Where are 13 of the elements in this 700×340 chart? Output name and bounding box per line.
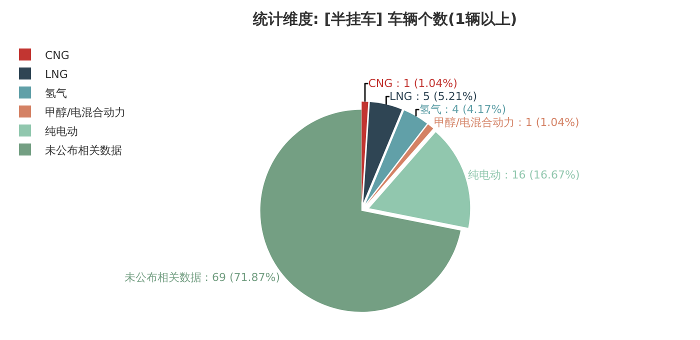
data-label: 氢气 : 4 (4.17%)	[419, 103, 506, 116]
legend-label: CNG	[45, 48, 70, 62]
legend-label: 未公布相关数据	[45, 144, 122, 157]
legend-label: 甲醇/电混合动力	[45, 106, 126, 119]
legend-label: LNG	[45, 68, 68, 81]
data-label: 甲醇/电混合动力 : 1 (1.04%)	[434, 116, 580, 130]
legend-label: 氢气	[45, 86, 67, 100]
data-label: 纯电动 : 16 (16.67%)	[468, 168, 580, 182]
chart-title: 统计维度: [半挂车] 车辆个数(1辆以上)	[252, 10, 518, 28]
legend-label: 纯电动	[45, 124, 78, 138]
data-label: CNG : 1 (1.04%)	[368, 77, 458, 90]
data-label: LNG : 5 (5.21%)	[389, 90, 478, 104]
data-label: 未公布相关数据 : 69 (71.87%)	[124, 271, 280, 284]
